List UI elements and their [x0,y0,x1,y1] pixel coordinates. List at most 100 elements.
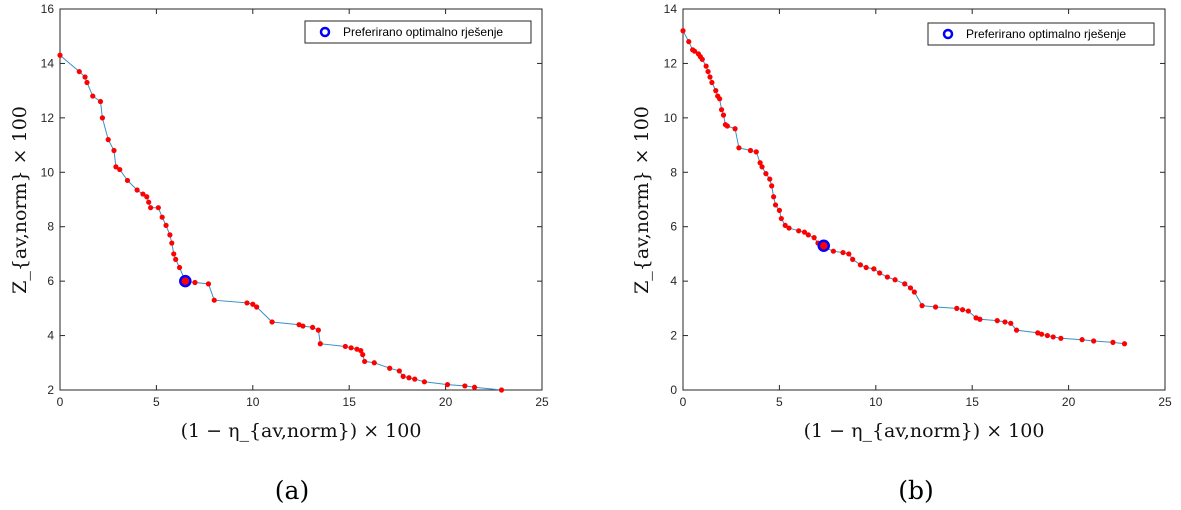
data-point [691,48,698,54]
data-point [1044,332,1050,339]
data-point [994,318,1000,324]
data-point [211,297,217,303]
legend-label: Preferirano optimalno rješenje [966,27,1126,41]
data-point [105,137,111,143]
y-tick-label: 4 [670,274,677,288]
panel-caption: (b) [898,476,934,505]
data-point [776,207,783,213]
data-point [117,166,123,173]
data-point [146,199,152,205]
data-point [76,68,82,75]
data-point [421,379,427,385]
data-point [462,383,468,389]
x-axis-label: (1 − η_{av,norm}) × 100 [181,420,422,442]
data-point [84,79,90,86]
data-point [99,115,106,121]
x-tick-label: 20 [439,395,453,409]
data-point [348,345,354,351]
data-point [250,301,256,307]
data-point [840,249,846,256]
data-point [717,96,723,102]
data-point [148,205,154,211]
preferred-solution-marker [817,239,830,253]
y-axis-label: Z_{av,norm} × 100 [9,106,31,294]
x-tick-label: 25 [1158,395,1172,409]
y-axis-label: Z_{av,norm} × 100 [631,106,653,294]
data-point [396,368,402,374]
plot-area [59,8,543,391]
data-point [757,160,763,166]
data-point [857,262,863,268]
data-point [400,373,406,379]
x-tick-label: 5 [776,395,783,409]
data-point [155,205,161,211]
plot-marks [57,52,505,393]
data-point [680,28,686,34]
data-point [724,123,730,129]
data-point [358,347,364,354]
data-point [97,98,104,105]
data-point [753,149,759,155]
y-tick-label: 12 [664,56,678,70]
x-tick-label: 20 [1062,395,1076,409]
y-tick-label: 2 [47,383,54,397]
data-point [686,39,692,45]
data-point [498,387,505,393]
legend-box [927,22,1155,46]
y-tick-label: 2 [670,329,677,343]
data-point [811,235,817,241]
panel-caption: (a) [275,476,309,505]
data-point [707,74,713,80]
data-point [140,191,146,197]
data-point [892,277,898,283]
data-point [786,225,792,231]
data-point [244,300,250,306]
data-point [772,202,779,208]
data-point [736,145,742,151]
data-point [713,88,719,94]
x-tick-label: 15 [343,395,357,409]
y-axis-ticks: 2 4 6 8 10 12 14 16 [41,2,542,397]
data-point [954,305,960,311]
data-point [850,256,856,262]
data-point [846,251,852,257]
y-tick-label: 6 [670,220,677,234]
data-point [163,222,169,228]
y-tick-label: 0 [670,383,677,397]
data-point [412,376,418,382]
plot-marks [680,28,1128,347]
y-tick-label: 10 [664,111,678,125]
y-tick-label: 12 [41,111,55,125]
y-tick-label: 14 [41,56,55,70]
data-point [205,281,212,287]
data-point [317,341,323,347]
data-point [192,279,198,286]
plot-area [682,8,1166,391]
data-point [718,107,725,113]
x-tick-label: 10 [869,395,883,409]
data-point [167,232,173,238]
x-tick-label: 0 [680,395,687,409]
data-point [1050,334,1056,340]
data-point [362,358,368,365]
data-point [169,240,175,246]
data-point [796,228,802,234]
data-point [1121,341,1128,347]
data-point [801,229,808,235]
y-tick-label: 16 [41,2,55,16]
y-tick-label: 10 [41,165,55,179]
legend-marker [942,28,954,40]
data-point [371,360,377,366]
x-tick-label: 15 [966,395,980,409]
data-point [709,79,715,86]
data-point [919,303,925,309]
data-point [732,126,738,132]
chart-panel-a: 0 5 10 15 20 25 2 4 6 8 10 12 14 16 Preferirano opti… [9,2,549,505]
data-point [1008,320,1014,326]
x-tick-label: 10 [246,395,260,409]
data-point [90,93,96,99]
y-tick-label: 8 [47,220,54,234]
data-point [1091,338,1097,344]
data-point [863,264,869,271]
legend: Preferirano optimalno rješenje [927,22,1155,46]
